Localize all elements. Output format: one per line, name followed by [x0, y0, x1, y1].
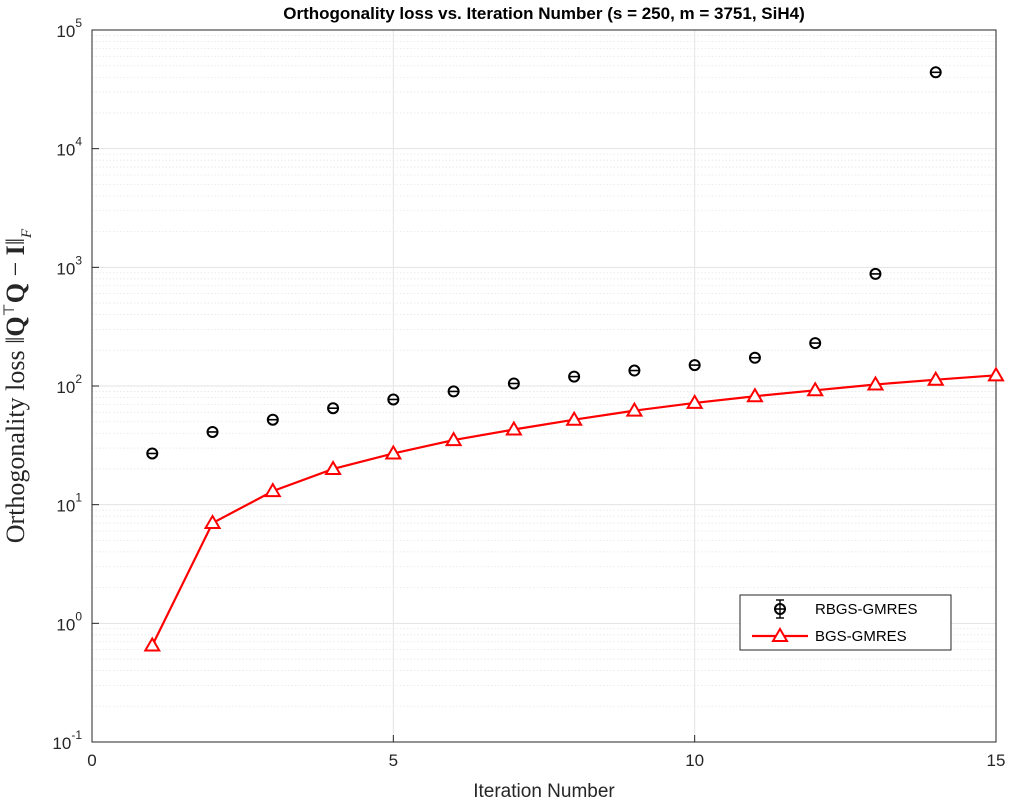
data-point-triangle — [625, 401, 644, 417]
y-tick-label: 101 — [56, 491, 82, 516]
y-tick-label: 100 — [56, 609, 82, 634]
y-axis-label-subscript: F — [19, 228, 35, 239]
y-tick-label: 103 — [56, 253, 82, 278]
y-tick-label: 105 — [56, 16, 82, 41]
y-axis-label-minus: − — [1, 255, 30, 283]
y-axis-ticks: 10-1 100 101 102 103 104 105 — [52, 16, 99, 753]
chart-title: Orthogonality loss vs. Iteration Number … — [283, 4, 805, 23]
y-axis-label-norm-close: ‖ — [1, 238, 30, 245]
data-point-triangle — [866, 375, 885, 391]
data-point-triangle — [143, 636, 162, 652]
data-point-triangle — [324, 459, 342, 475]
y-tick-label: 10-1 — [52, 728, 82, 753]
x-tick-label: 15 — [987, 751, 1006, 770]
x-axis-label: Iteration Number — [473, 781, 615, 801]
data-point-triangle — [444, 431, 463, 447]
x-tick-label: 0 — [87, 751, 96, 770]
data-point-triangle — [384, 444, 403, 460]
data-point-triangle — [505, 420, 523, 436]
y-axis-label-prefix: Orthogonality loss — [1, 350, 30, 543]
minor-grid — [92, 35, 996, 707]
y-axis-label-norm-open: ‖ — [1, 337, 30, 344]
y-axis-label-q2: Q — [1, 283, 30, 303]
y-axis-label-q: Q — [1, 316, 30, 336]
x-axis-ticks: 0 5 10 15 — [87, 735, 1005, 770]
series-RBGS-GMRES — [146, 66, 942, 460]
data-point-triangle — [685, 393, 704, 409]
x-tick-label: 10 — [685, 751, 704, 770]
legend: RBGS-GMRES BGS-GMRES — [739, 594, 952, 651]
series-BGS-GMRES — [143, 366, 1005, 652]
data-point-triangle — [806, 381, 824, 397]
legend-items: RBGS-GMRES BGS-GMRES — [752, 599, 918, 645]
data-point-triangle — [203, 514, 222, 530]
legend-label: BGS-GMRES — [815, 628, 907, 645]
y-axis-label-transpose: ⊤ — [2, 303, 18, 316]
data-point-triangle — [746, 387, 764, 403]
x-tick-label: 5 — [389, 751, 398, 770]
data-point-triangle — [264, 482, 282, 498]
legend-marker-triangle — [771, 627, 789, 642]
y-axis-label-i: I — [1, 245, 30, 255]
y-axis-label: Orthogonality loss ‖Q⊤Q − I‖F — [1, 228, 35, 543]
data-point-triangle — [926, 370, 945, 386]
y-tick-label: 104 — [56, 135, 82, 160]
data-point-triangle — [987, 366, 1005, 382]
series-layer — [143, 66, 1005, 652]
data-point-triangle — [565, 410, 583, 426]
legend-label: RBGS-GMRES — [815, 601, 918, 618]
y-tick-label: 102 — [56, 372, 82, 397]
